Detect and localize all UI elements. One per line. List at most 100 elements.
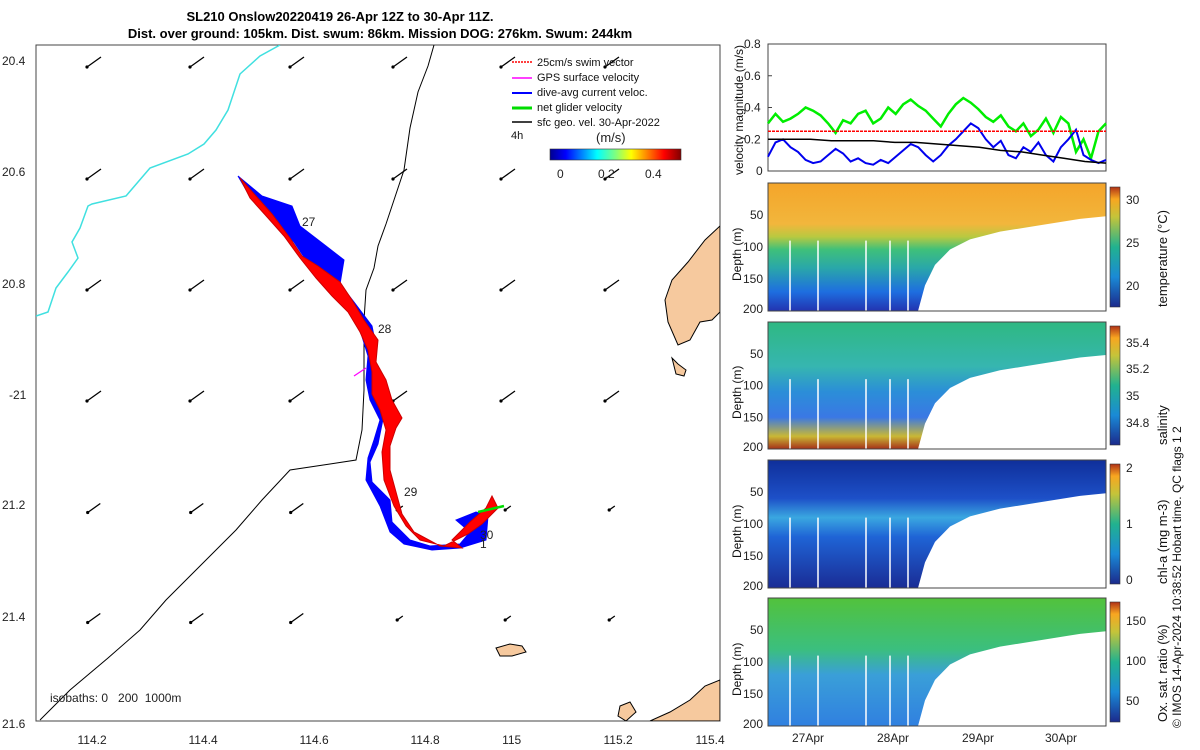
colorbar-tick: 35.4 <box>1126 336 1150 350</box>
map-lat-tick: 21.4 <box>2 610 26 624</box>
geo-velocity-arrow <box>499 279 516 292</box>
heatmap-ylabel: Depth (m) <box>730 366 744 419</box>
map-lon-tick: 115.2 <box>604 733 633 747</box>
heatmap-colorbar <box>1109 186 1121 308</box>
heatmap-colorbar <box>1109 601 1121 723</box>
day-label-27: 27 <box>302 215 316 229</box>
geo-velocity-arrow <box>188 56 205 69</box>
day-label-30: 30 <box>480 528 494 542</box>
depth-tick: 50 <box>750 623 764 637</box>
geo-velocity-arrow <box>391 168 408 181</box>
velocity-ytick: 0.4 <box>744 101 761 115</box>
velocity-panel: 0 0.2 0.4 0.6 0.8 velocity magnitude (m/s) <box>732 37 1107 178</box>
map-lon-tick: 114.6 <box>300 733 329 747</box>
heatmap-ylabel: Depth (m) <box>730 505 744 558</box>
geo-velocity-arrow <box>188 390 205 403</box>
geo-velocity-arrow <box>85 390 102 403</box>
geo-velocity-arrow <box>86 502 101 515</box>
depth-tick: 100 <box>743 517 763 531</box>
land-island-small <box>671 356 687 377</box>
geo-velocity-arrow <box>503 615 512 622</box>
colorbar-tick: 25 <box>1126 236 1140 250</box>
heatmap-ylabel: Depth (m) <box>730 643 744 696</box>
day-label-29: 29 <box>404 485 418 499</box>
depth-tick: 100 <box>743 379 763 393</box>
colorbar-tick-0: 0 <box>557 167 564 181</box>
geo-velocity-arrow <box>607 615 616 622</box>
colorbar-label: salinity <box>1155 405 1170 445</box>
time-tick: 30Apr <box>1045 731 1077 745</box>
colorbar-label: chl-a (mg m-3) <box>1155 499 1170 584</box>
geo-velocity-arrow <box>499 56 516 69</box>
colorbar-tick: 35 <box>1126 389 1140 403</box>
geo-velocity-arrow <box>188 168 205 181</box>
chart-title-line1: SL210 Onslow20220419 26-Apr 12Z to 30-Ap… <box>186 9 494 24</box>
legend-gps: GPS surface velocity <box>537 72 640 84</box>
day-label-1: 1 <box>480 537 487 551</box>
map-panel: 114.2 114.4 114.6 114.8 115 115.2 115.4 20.4 20.… <box>2 44 725 747</box>
map-lat-tick: 20.4 <box>2 54 26 68</box>
geo-velocity-arrow <box>503 505 512 512</box>
heatmap-data-1 <box>768 183 1106 311</box>
land-islet-1 <box>617 701 637 721</box>
depth-tick: 200 <box>743 579 763 593</box>
legend-geo: sfc geo. vel. 30-Apr-2022 <box>537 117 660 129</box>
geo-velocity-arrow <box>607 505 616 512</box>
colorbar-tick: 34.8 <box>1126 416 1150 430</box>
velocity-ytick: 0 <box>756 164 763 178</box>
colorbar-tick: 35.2 <box>1126 362 1150 376</box>
series-net-velocity <box>767 96 1107 163</box>
depth-tick: 150 <box>743 549 763 563</box>
colorbar-tick: 100 <box>1126 654 1146 668</box>
geo-velocity-arrow <box>603 56 620 69</box>
colorbar-label: temperature (°C) <box>1155 210 1170 307</box>
geo-velocity-arrow <box>189 502 204 515</box>
isobaths-label: isobaths: 0 200 1000m <box>50 691 181 705</box>
series-geo-velocity <box>768 138 1107 164</box>
chart-title-line2: Dist. over ground: 105km. Dist. swum: 86… <box>127 26 633 41</box>
colorbar-tick: 50 <box>1126 694 1140 708</box>
gps-vector <box>353 367 367 377</box>
land-island-bottom <box>495 643 527 657</box>
depth-tick: 100 <box>743 655 763 669</box>
track-red-swim <box>239 177 499 549</box>
heatmap-colorbar <box>1109 325 1121 446</box>
time-tick: 29Apr <box>962 731 994 745</box>
depth-tick: 100 <box>743 240 763 254</box>
colorbar-label: (m/s) <box>596 130 626 145</box>
time-tick: 28Apr <box>877 731 909 745</box>
land-island-right <box>664 225 720 346</box>
heatmap-panel-2: 50 100 150 200 Depth (m) 35.4 35.2 35 34.8 salini… <box>730 321 1170 454</box>
heatmap-panel-1: 50 100 150 200 Depth (m) 30 25 20 temperature (°… <box>730 182 1170 316</box>
velocity-ylabel: velocity magnitude (m/s) <box>732 45 746 175</box>
velocity-ytick: 0.8 <box>744 37 761 51</box>
isobath-line <box>39 45 435 721</box>
legend-swim: 25cm/s swim vector <box>537 57 634 69</box>
geo-velocity-arrow <box>289 612 304 625</box>
legend-net: net glider velocity <box>537 102 622 114</box>
depth-tick: 50 <box>750 485 764 499</box>
heatmap-panel-3: 50 100 150 200 Depth (m) 2 1 0 chl-a (mg m-3) <box>730 459 1170 593</box>
geo-velocity-arrow <box>289 502 304 515</box>
track-blue-current <box>237 175 489 551</box>
time-tick: 27Apr <box>792 731 824 745</box>
depth-tick: 150 <box>743 410 763 424</box>
depth-tick: 200 <box>743 302 763 316</box>
colorbar-tick: 2 <box>1126 461 1133 475</box>
velocity-colorbar <box>549 148 682 161</box>
day-label-28: 28 <box>378 322 392 336</box>
map-lat-tick: 21.6 <box>2 717 26 731</box>
geo-velocity-arrow <box>288 279 305 292</box>
geo-velocity-arrow <box>288 168 305 181</box>
legend-dive: dive-avg current veloc. <box>537 87 648 99</box>
glider-track <box>237 175 505 551</box>
series-dive-current <box>767 122 1107 166</box>
colorbar-tick-04: 0.4 <box>645 167 662 181</box>
map-lat-tick: -21 <box>9 388 27 402</box>
map-legend: 25cm/s swim vector GPS surface velocity … <box>511 57 682 181</box>
velocity-ytick: 0.6 <box>744 69 761 83</box>
geo-velocity-arrow <box>603 279 620 292</box>
depth-tick: 150 <box>743 687 763 701</box>
colorbar-tick: 30 <box>1126 193 1140 207</box>
